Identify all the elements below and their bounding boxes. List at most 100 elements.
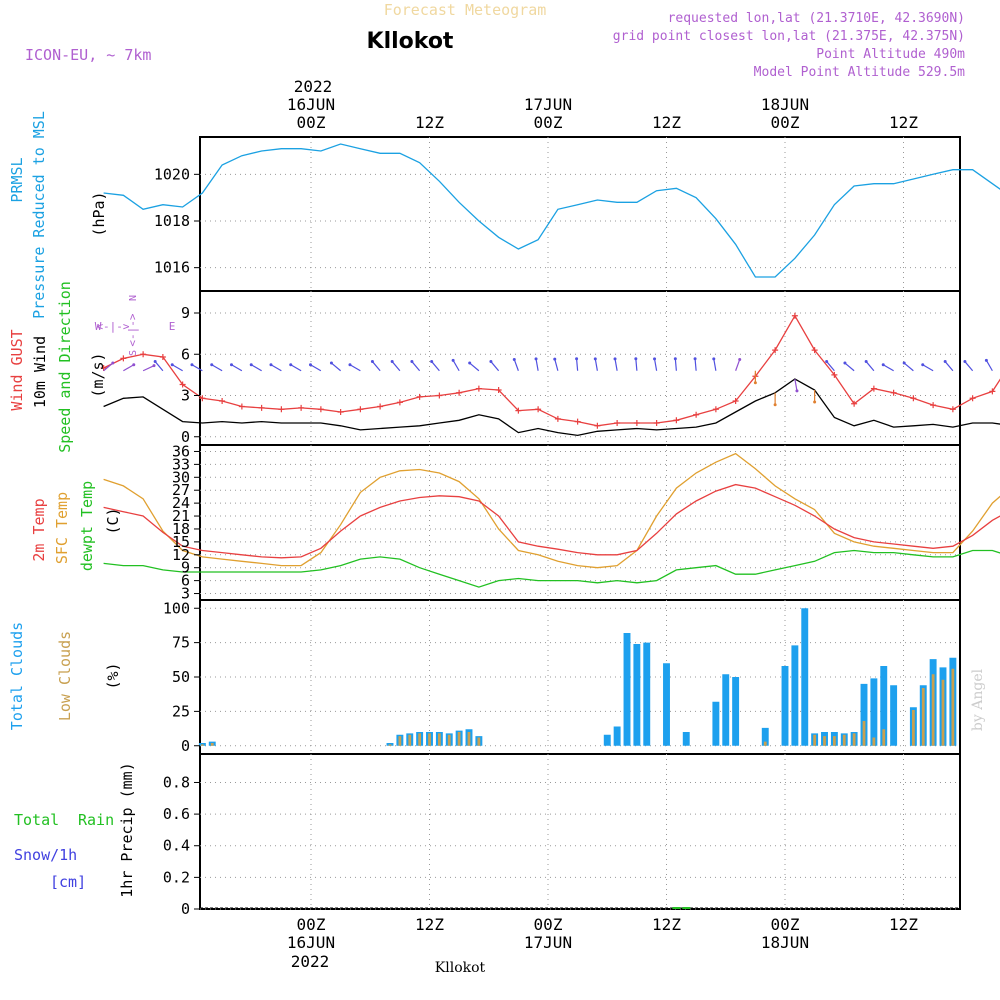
cloud-total-bar xyxy=(623,633,631,746)
temp-2m-line xyxy=(103,483,1000,559)
y-tick-label: 3 xyxy=(181,387,190,405)
cloud-low-bar xyxy=(398,736,402,746)
wind-arrow-head xyxy=(902,361,906,365)
top-date-label: 17JUN xyxy=(524,95,572,114)
cloud-total-bar xyxy=(682,732,690,746)
cloud-low-bar xyxy=(882,729,886,746)
y-tick-label: 1020 xyxy=(154,165,190,183)
cloud-low-bar xyxy=(200,744,204,746)
y-tick-label: 9 xyxy=(181,559,190,577)
precip-label-rain: Rain xyxy=(78,811,114,829)
y-tick-label: 0.4 xyxy=(163,837,190,855)
gust-marker xyxy=(574,418,581,425)
y-tick-label: 0.6 xyxy=(163,805,190,823)
wind-arrow-head xyxy=(430,360,434,364)
gust-marker xyxy=(890,389,897,396)
wind-arrow xyxy=(844,362,855,372)
wind-arrow-head xyxy=(210,363,214,367)
gust-marker xyxy=(337,409,344,415)
gust-marker xyxy=(298,404,305,411)
wind-arrow xyxy=(411,361,421,372)
wind-arrow xyxy=(535,358,539,371)
cloud-low-bar xyxy=(447,734,451,746)
wind-arrow-head xyxy=(152,364,156,368)
cloud-low-bar xyxy=(832,736,836,746)
y-tick-label: 100 xyxy=(163,599,190,617)
wind-arrow-head xyxy=(190,363,194,367)
gust-marker xyxy=(456,389,463,396)
cloud-low-bar xyxy=(210,743,214,746)
bottom-date-label: 16JUN xyxy=(287,933,335,952)
wind-arrow xyxy=(310,364,322,372)
wind-arrow xyxy=(154,361,164,372)
cloud-low-bar xyxy=(418,733,422,746)
wind-arrow xyxy=(331,362,342,372)
pressure-label-1: PRMSL xyxy=(8,157,26,202)
wind-arrow-head xyxy=(308,363,312,367)
precip-label-total: Total xyxy=(14,811,59,829)
wind-arrow xyxy=(431,361,440,372)
top-tick-label: 00Z xyxy=(534,113,563,132)
y-tick-labels: 1016101810200369369121518212427303336025… xyxy=(154,165,200,918)
gust-marker xyxy=(515,407,522,414)
y-tick-label: 24 xyxy=(172,494,190,512)
y-tick-label: 0 xyxy=(181,428,190,446)
cloud-low-bar xyxy=(823,736,826,746)
gust-marker xyxy=(791,312,798,319)
wind-arrow xyxy=(371,361,381,372)
wind-arrow xyxy=(513,359,519,371)
wind-arrow xyxy=(290,364,302,372)
y-tick-label: 25 xyxy=(172,702,190,720)
wind-arrow-head xyxy=(534,357,538,361)
wind-arrow xyxy=(575,358,579,371)
wind-arrow xyxy=(944,361,954,372)
wind-arrow-head xyxy=(673,357,677,361)
top-year: 2022 xyxy=(294,77,333,96)
bottom-date-label: 18JUN xyxy=(761,933,809,952)
wind-arrow-head xyxy=(370,360,374,364)
gust-marker xyxy=(693,411,700,418)
wind-label-1: Wind GUST xyxy=(8,329,26,410)
compass-arrow: <-|-> xyxy=(126,313,139,346)
top-date-label: 16JUN xyxy=(287,95,335,114)
cloud-low-bar xyxy=(388,744,392,746)
y-tick-label: 36 xyxy=(172,442,190,460)
wind-arrow xyxy=(985,360,993,372)
wind-arrow-head xyxy=(813,400,817,404)
wind-arrow xyxy=(250,364,262,372)
cloud-total-bar xyxy=(860,683,868,746)
cloud-low-bar xyxy=(763,741,767,746)
model-label: ICON-EU, ~ 7km xyxy=(25,46,151,64)
gust-marker xyxy=(199,395,206,402)
cloud-total-bar xyxy=(880,666,888,746)
bottom-tick-label: 00Z xyxy=(771,915,800,934)
clouds-label-2: Low Clouds xyxy=(56,631,74,721)
wind-arrow xyxy=(231,364,243,372)
gust-marker xyxy=(179,381,186,388)
subtitle: Forecast Meteogram xyxy=(384,1,547,19)
wind-arrow-head xyxy=(795,389,799,393)
top-tick-label: 12Z xyxy=(889,113,918,132)
cloud-low-bar xyxy=(862,721,866,746)
wind-arrow xyxy=(653,358,658,371)
compass-west: W xyxy=(95,320,102,333)
gust-marker xyxy=(969,395,976,402)
wind-unit: (m/s) xyxy=(89,352,107,397)
y-tick-label: 0.8 xyxy=(163,773,190,791)
cloud-total-bar xyxy=(890,685,898,746)
wind-arrow-head xyxy=(269,363,273,367)
wind-arrow xyxy=(554,359,559,371)
wind-label-3: Speed and Direction xyxy=(56,281,74,453)
wind-arrow-head xyxy=(348,363,352,367)
top-tick-label: 12Z xyxy=(652,113,681,132)
wind-arrow-head xyxy=(634,357,638,361)
cloud-total-bar xyxy=(791,645,799,746)
top-tick-label: 12Z xyxy=(415,113,444,132)
wind-arrow-head xyxy=(825,360,829,364)
cloud-total-bar xyxy=(761,727,769,746)
wind-arrow-head xyxy=(512,357,516,361)
temp-label-1: 2m Temp xyxy=(30,498,48,561)
clouds-unit: (%) xyxy=(104,662,122,689)
